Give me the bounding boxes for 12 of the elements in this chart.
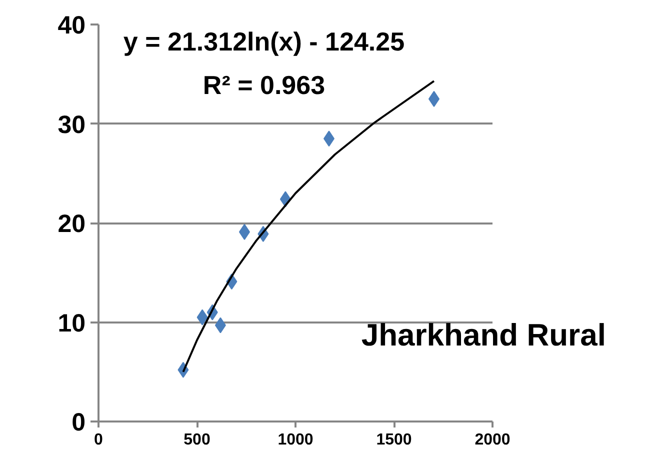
- x-tick-label: 500: [184, 432, 210, 448]
- x-tick-label: 1500: [376, 432, 412, 448]
- y-tick-label: 30: [58, 110, 86, 139]
- annotation: Jharkhand Rural: [361, 318, 606, 353]
- x-tick-label: 2000: [474, 432, 510, 448]
- y-tick-label: 40: [58, 12, 86, 40]
- y-tick-label: 20: [58, 210, 86, 238]
- annotation: y = 21.312ln(x) - 124.25: [123, 26, 405, 56]
- annotation: R² = 0.963: [202, 70, 326, 100]
- x-tick-label: 1000: [278, 432, 314, 448]
- y-tick-label: 10: [58, 309, 86, 338]
- x-tick-label: 0: [94, 432, 104, 448]
